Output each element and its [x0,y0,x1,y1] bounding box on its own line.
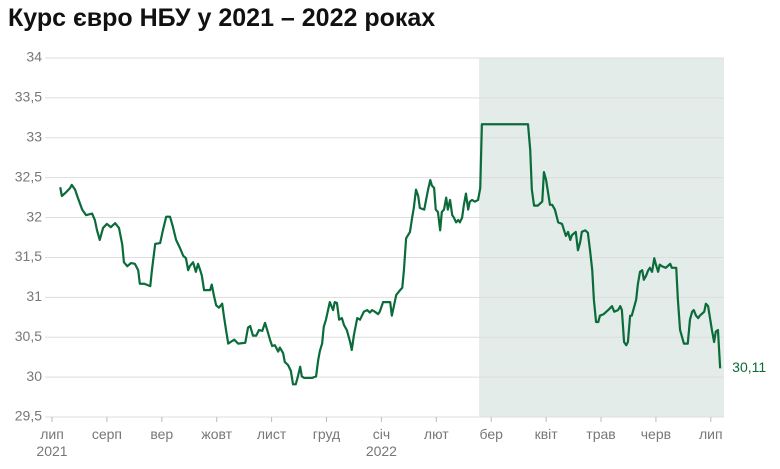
x-tick-label: лют [423,426,449,442]
y-tick-label: 32,5 [15,168,42,184]
x-tick-label: вер [150,426,174,442]
x-tick-label: черв [640,426,672,442]
y-tick-label: 31 [26,288,42,304]
x-tick-label: жовт [201,426,233,442]
x-tick-label: лип 2021 [36,426,68,459]
end-label: 30,11 [732,359,766,375]
x-tick-label: бер [479,426,503,442]
y-tick-label: 29,5 [15,408,42,424]
line-series [59,123,722,386]
shaded-region [479,58,724,417]
x-tick-label: груд [312,426,341,442]
x-tick-label: квіт [534,426,558,442]
x-tick-label: лист [256,426,287,442]
x-tick-label: серп [91,426,122,442]
y-tick-label: 31,5 [15,248,42,264]
x-tick-label: лип [699,426,723,442]
chart-title: Курс євро НБУ у 2021 – 2022 роках [8,4,436,32]
x-tick-label: січ 2022 [365,426,397,459]
y-tick-label: 34 [26,49,42,65]
y-tick-label: 30,5 [15,328,42,344]
x-tick-label: трав [586,426,616,442]
y-tick-label: 33 [26,128,42,144]
y-tick-label: 30 [26,368,42,384]
y-tick-label: 33,5 [15,89,42,105]
y-tick-label: 32 [26,208,42,224]
